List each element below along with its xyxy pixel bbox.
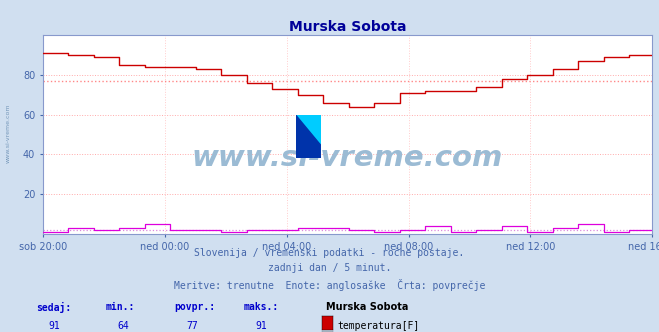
- Text: 91: 91: [256, 321, 268, 331]
- Text: www.si-vreme.com: www.si-vreme.com: [5, 103, 11, 163]
- Polygon shape: [296, 115, 321, 158]
- Text: min.:: min.:: [105, 302, 135, 312]
- Text: maks.:: maks.:: [244, 302, 279, 312]
- Text: 91: 91: [48, 321, 60, 331]
- Polygon shape: [296, 115, 321, 145]
- Text: 64: 64: [117, 321, 129, 331]
- Text: 77: 77: [186, 321, 198, 331]
- Text: zadnji dan / 5 minut.: zadnji dan / 5 minut.: [268, 263, 391, 273]
- Text: Murska Sobota: Murska Sobota: [326, 302, 409, 312]
- Text: temperatura[F]: temperatura[F]: [337, 321, 420, 331]
- Title: Murska Sobota: Murska Sobota: [289, 20, 407, 34]
- Text: Meritve: trenutne  Enote: anglosaške  Črta: povprečje: Meritve: trenutne Enote: anglosaške Črta…: [174, 279, 485, 291]
- Polygon shape: [296, 115, 321, 158]
- Text: www.si-vreme.com: www.si-vreme.com: [192, 144, 503, 172]
- Text: sedaj:: sedaj:: [36, 302, 71, 313]
- Text: povpr.:: povpr.:: [175, 302, 215, 312]
- Text: Slovenija / vremenski podatki - ročne postaje.: Slovenija / vremenski podatki - ročne po…: [194, 247, 465, 258]
